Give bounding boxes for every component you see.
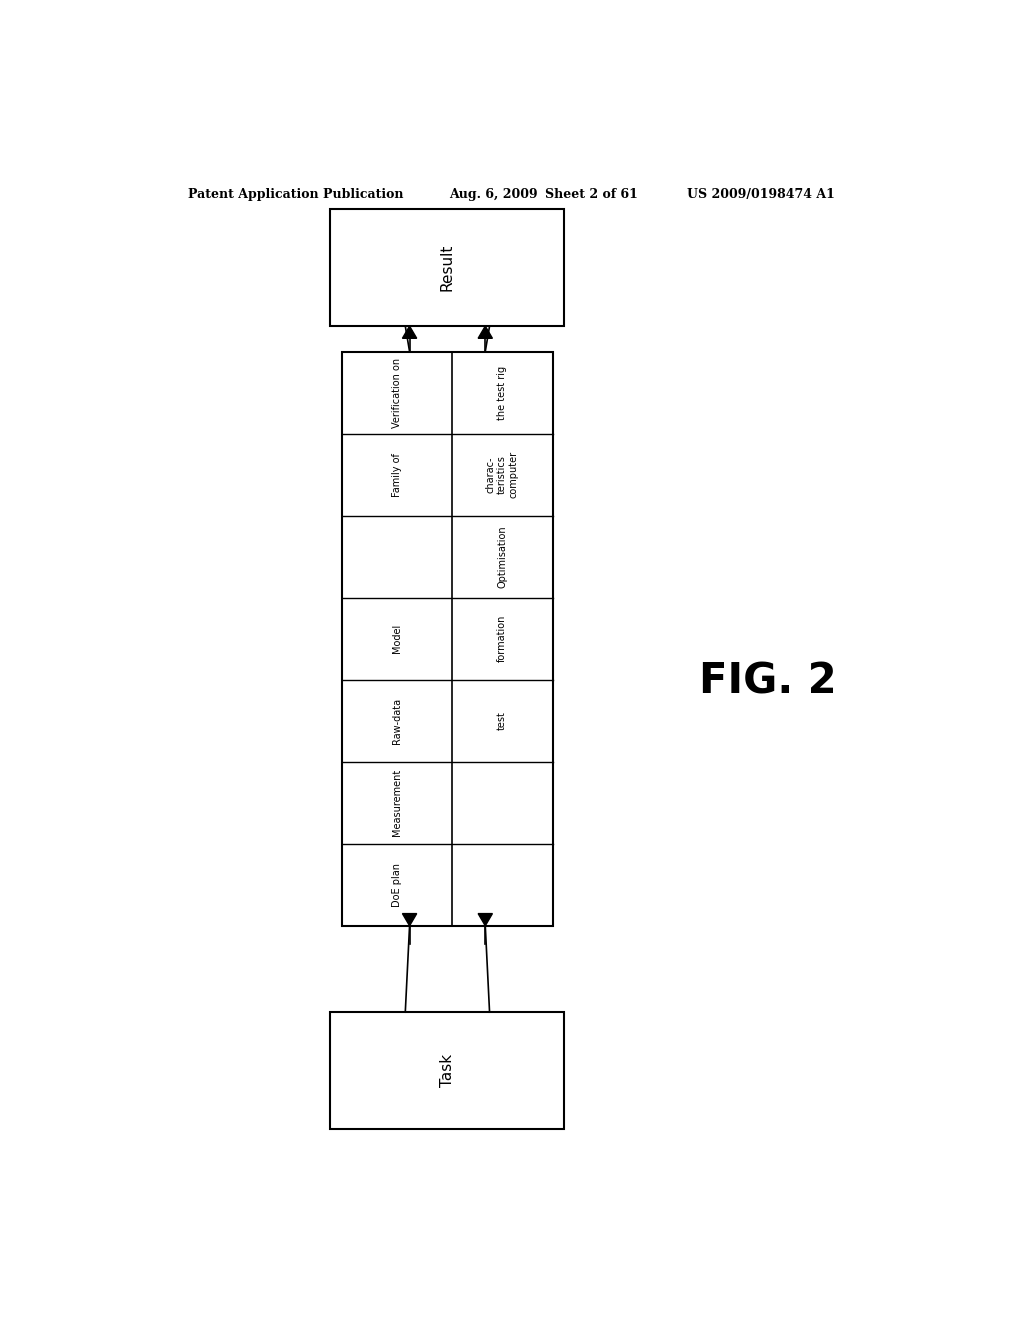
Text: Patent Application Publication: Patent Application Publication: [187, 187, 403, 201]
Text: Family of: Family of: [392, 453, 402, 496]
Text: Result: Result: [440, 244, 455, 292]
Text: US 2009/0198474 A1: US 2009/0198474 A1: [687, 187, 836, 201]
Text: charac-
teristics
computer: charac- teristics computer: [485, 451, 519, 498]
Text: Task: Task: [440, 1055, 455, 1088]
Polygon shape: [478, 326, 493, 338]
Text: Measurement: Measurement: [392, 770, 402, 837]
Text: Sheet 2 of 61: Sheet 2 of 61: [545, 187, 638, 201]
Polygon shape: [478, 913, 493, 925]
Polygon shape: [402, 913, 417, 925]
Text: Raw-data: Raw-data: [392, 698, 402, 743]
Text: Model: Model: [392, 624, 402, 653]
Text: formation: formation: [497, 615, 507, 663]
Polygon shape: [402, 326, 417, 338]
Text: DoE plan: DoE plan: [392, 863, 402, 907]
Text: FIG. 2: FIG. 2: [699, 661, 837, 702]
Text: the test rig: the test rig: [497, 366, 507, 420]
Bar: [342, 351, 553, 925]
Bar: [331, 1012, 564, 1129]
Text: Verification on: Verification on: [392, 358, 402, 428]
Text: test: test: [497, 711, 507, 730]
Text: Optimisation: Optimisation: [497, 525, 507, 587]
Bar: [331, 210, 564, 326]
Text: Aug. 6, 2009: Aug. 6, 2009: [450, 187, 538, 201]
